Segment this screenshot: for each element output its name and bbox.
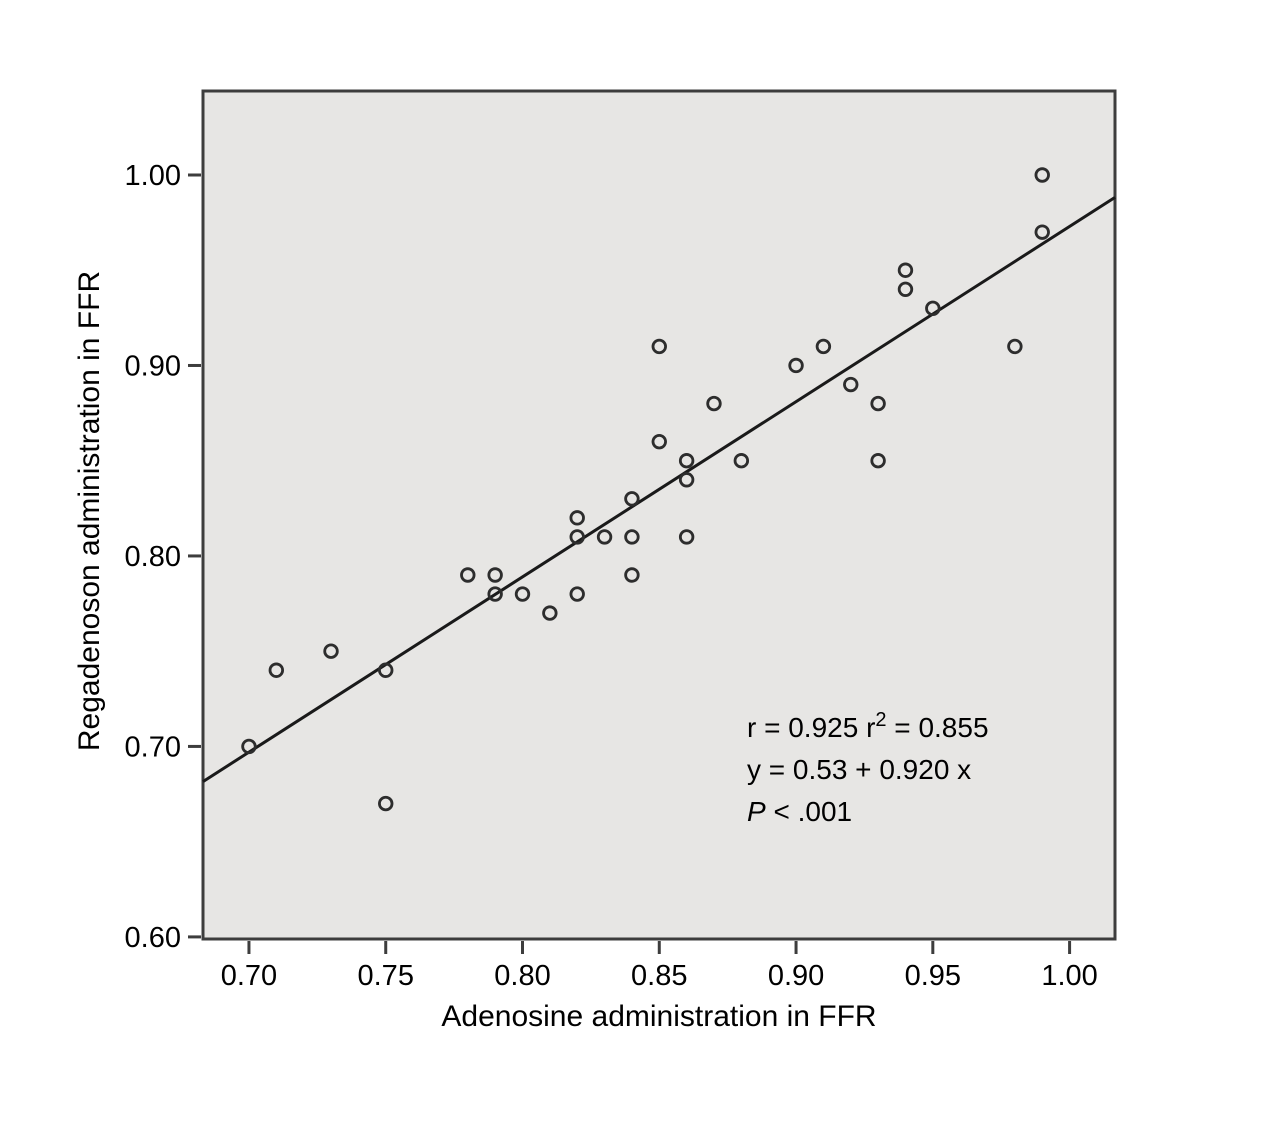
data-point: [733, 453, 750, 469]
r-squared-value-text: = 0.855: [887, 712, 989, 743]
data-point: [569, 529, 585, 545]
data-point: [1034, 224, 1050, 240]
x-tick-label: 0.70: [221, 960, 277, 992]
data-point: [1034, 167, 1050, 183]
data-point: [870, 453, 886, 469]
data-point: [268, 662, 285, 678]
x-tick-label: 0.90: [768, 960, 824, 992]
data-point: [542, 605, 558, 621]
data-point: [241, 738, 257, 755]
data-point: [870, 395, 886, 412]
data-point: [487, 586, 503, 602]
data-point: [788, 357, 804, 374]
data-point: [624, 491, 640, 507]
p-value-text: < .001: [766, 796, 852, 827]
stats-correlation-line: r = 0.925 r2 = 0.855: [747, 709, 989, 743]
data-point: [678, 453, 695, 469]
r-value-text: r = 0.925 r: [747, 712, 875, 743]
axis-tick-labels: 0.70 0.75 0.80 0.85 0.90 0.95 1.00 0.60 0.70 0.80…: [125, 160, 1098, 992]
data-point: [1007, 338, 1023, 355]
x-tick-label: 0.80: [494, 960, 550, 992]
data-point: [487, 567, 503, 583]
data-points: [241, 167, 1050, 812]
data-point: [706, 395, 722, 412]
data-point: [323, 643, 339, 659]
data-point: [843, 376, 859, 393]
data-point: [897, 281, 914, 297]
p-italic-text: P: [747, 796, 766, 827]
data-point: [651, 433, 667, 450]
data-point: [651, 338, 667, 355]
y-tick-label: 0.60: [125, 922, 181, 954]
data-point: [897, 262, 914, 278]
plot-area: [201, 89, 1117, 941]
stats-pvalue-line: P < .001: [747, 796, 852, 827]
data-point: [378, 662, 394, 678]
data-point: [624, 567, 640, 583]
y-tick-label: 0.80: [125, 541, 181, 573]
stats-equation-line: y = 0.53 + 0.920 x: [747, 754, 971, 785]
data-point: [596, 529, 613, 545]
x-tick-label: 0.95: [905, 960, 961, 992]
y-tick-label: 0.70: [125, 731, 181, 763]
y-axis-title: Regadenoson administration in FFR: [73, 271, 106, 751]
x-tick-label: 1.00: [1041, 960, 1097, 992]
data-point: [378, 795, 394, 812]
x-tick-label: 0.85: [631, 960, 687, 992]
x-axis-title: Adenosine administration in FFR: [441, 1000, 876, 1033]
regression-line: [202, 196, 1116, 783]
data-point: [569, 586, 585, 602]
data-point: [460, 567, 476, 583]
r-squared-superscript: 2: [875, 709, 886, 731]
data-point: [514, 586, 531, 602]
x-tick-label: 0.75: [358, 960, 414, 992]
data-point: [815, 338, 832, 355]
y-tick-label: 0.90: [125, 350, 181, 382]
data-point: [624, 529, 640, 545]
y-tick-label: 1.00: [125, 160, 181, 192]
axis-ticks: [188, 173, 1072, 954]
data-point: [678, 472, 695, 488]
data-point: [569, 510, 585, 526]
data-point: [678, 529, 695, 545]
data-point: [925, 300, 941, 317]
